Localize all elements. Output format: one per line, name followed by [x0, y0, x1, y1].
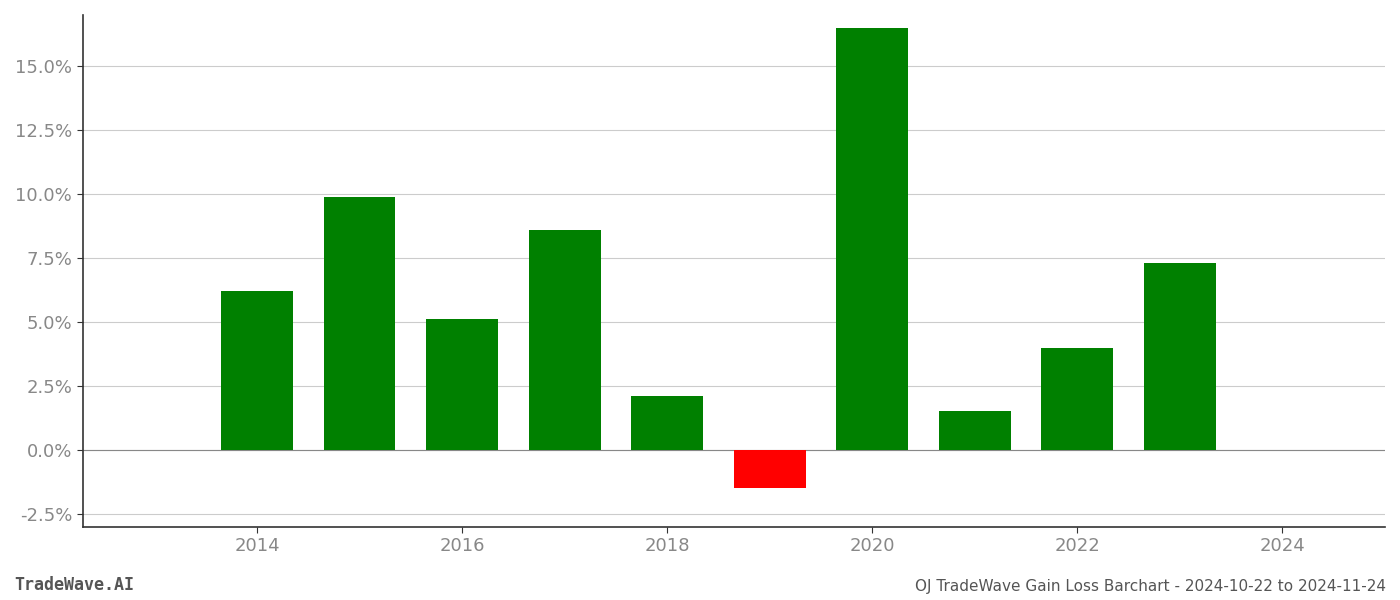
Bar	[836, 28, 909, 450]
Bar	[734, 450, 805, 488]
Bar	[529, 230, 601, 450]
Text: OJ TradeWave Gain Loss Barchart - 2024-10-22 to 2024-11-24: OJ TradeWave Gain Loss Barchart - 2024-1…	[916, 579, 1386, 594]
Bar	[323, 197, 395, 450]
Bar	[1042, 347, 1113, 450]
Bar	[631, 396, 703, 450]
Bar	[221, 291, 293, 450]
Bar	[1144, 263, 1215, 450]
Bar	[939, 412, 1011, 450]
Text: TradeWave.AI: TradeWave.AI	[14, 576, 134, 594]
Bar	[426, 319, 498, 450]
